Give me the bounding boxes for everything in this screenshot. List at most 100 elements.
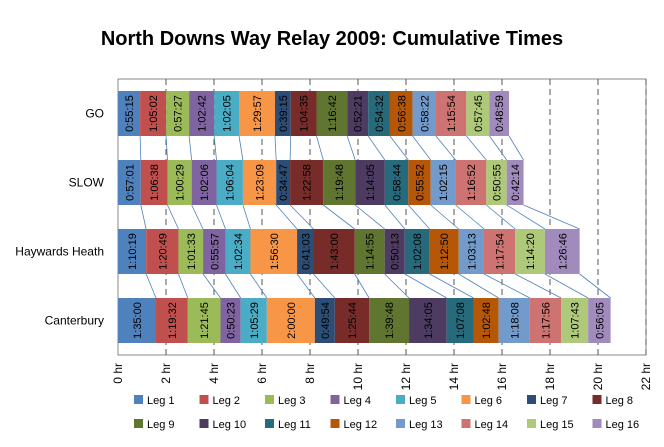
data-label: 1:16:52 (466, 164, 478, 201)
bar-go-leg-16 (489, 91, 510, 136)
legend-label: Leg 10 (213, 419, 247, 431)
data-label: 1:19:48 (334, 164, 346, 201)
data-label: 1:25:44 (347, 302, 359, 339)
x-tick-label: 16 hr (495, 363, 509, 390)
bar-haywards-heath-leg-11 (404, 229, 430, 274)
bar-go-leg-8 (290, 91, 317, 136)
legend-swatch (199, 395, 209, 404)
bar-haywards-heath-leg-8 (313, 229, 355, 274)
data-label: 1:05:02 (148, 95, 160, 132)
data-label: 1:26:46 (557, 233, 569, 270)
series-connector (544, 273, 589, 299)
bar-go-leg-2 (140, 91, 167, 136)
legend-swatch (330, 395, 340, 404)
data-label: 0:55:15 (124, 95, 136, 132)
data-label: 1:12:50 (439, 233, 451, 270)
series-connector (316, 135, 324, 161)
data-label: 1:10:19 (127, 233, 139, 270)
series-connector (483, 273, 531, 299)
bar-go-leg-13 (412, 91, 436, 136)
bar-haywards-heath-leg-14 (484, 229, 516, 274)
bar-canterbury-leg-11 (446, 298, 474, 343)
data-label: 1:02:05 (222, 95, 234, 132)
bar-go-leg-10 (347, 91, 369, 136)
bar-go-leg-12 (389, 91, 413, 136)
series-connector (384, 204, 406, 230)
data-label: 0:42:14 (510, 164, 522, 201)
data-label: 0:50:13 (390, 233, 402, 270)
series-connector (389, 135, 409, 161)
bar-haywards-heath-leg-2 (146, 229, 179, 274)
series-connector (167, 204, 179, 230)
bar-canterbury-leg-16 (588, 298, 611, 343)
legend-swatch (527, 419, 536, 428)
data-label: 1:03:13 (466, 233, 478, 270)
bar-slow-leg-3 (167, 160, 192, 205)
data-label: 1:04:35 (299, 95, 311, 132)
data-label: 1:02:06 (199, 164, 211, 201)
data-label: 1:18:08 (509, 302, 521, 339)
series-connector (346, 135, 356, 161)
data-label: 0:54:32 (374, 95, 386, 132)
data-label: 1:39:48 (384, 302, 396, 339)
bar-slow-leg-10 (355, 160, 385, 205)
data-label: 1:15:54 (446, 95, 458, 132)
data-label: 0:34:47 (278, 164, 290, 201)
bar-haywards-heath-leg-6 (250, 229, 298, 274)
series-connector (165, 135, 168, 161)
data-label: 0:56:05 (594, 302, 606, 339)
bar-haywards-heath-leg-10 (384, 229, 405, 274)
x-tick-label: 18 hr (543, 363, 557, 390)
series-connector (515, 273, 562, 299)
bar-slow-leg-14 (455, 160, 487, 205)
legend-label: Leg 9 (147, 419, 175, 431)
bar-haywards-heath-leg-5 (225, 229, 251, 274)
data-label: 0:58:44 (392, 164, 404, 201)
data-label: 0:57:45 (473, 95, 485, 132)
bar-haywards-heath-leg-3 (178, 229, 204, 274)
x-tick-label: 12 hr (399, 363, 413, 390)
bar-go-leg-15 (466, 91, 490, 136)
legend-swatch (134, 419, 143, 428)
legend-swatch (527, 395, 536, 404)
legend-swatch (461, 395, 471, 404)
bar-haywards-heath-leg-1 (118, 229, 147, 274)
data-label: 1:14:20 (525, 233, 537, 270)
data-label: 1:07:08 (455, 302, 467, 339)
data-label: 1:02:42 (197, 95, 209, 132)
data-label: 1:34:05 (423, 302, 435, 339)
data-label: 1:56:30 (269, 233, 281, 270)
data-label: 1:35:00 (132, 302, 144, 339)
series-connector (466, 135, 487, 161)
data-label: 1:22:58 (302, 164, 314, 201)
x-tick-label: 22 hr (639, 363, 653, 390)
category-label: SLOW (69, 176, 105, 190)
data-label: 2:00:00 (286, 302, 298, 339)
x-tick-label: 0 hr (111, 363, 125, 384)
legend-label: Leg 11 (278, 419, 311, 431)
bar-canterbury-leg-2 (156, 298, 188, 343)
series-connector (313, 273, 336, 299)
legend-swatch (265, 419, 274, 428)
legend-label: Leg 2 (213, 395, 241, 407)
series-connector (367, 135, 386, 161)
x-tick-label: 20 hr (591, 363, 605, 390)
series-connector (508, 135, 524, 161)
series-connector (289, 135, 292, 161)
bar-go-leg-7 (274, 91, 291, 136)
category-label: GO (85, 107, 104, 121)
data-label: 1:14:55 (365, 233, 377, 270)
data-label: 0:57:27 (173, 95, 185, 132)
series-connector (430, 204, 459, 230)
bar-canterbury-leg-6 (266, 298, 315, 343)
bar-canterbury-leg-8 (334, 298, 370, 343)
data-label: 1:43:00 (329, 233, 341, 270)
chart-title: North Downs Way Relay 2009: Cumulative T… (100, 28, 564, 50)
series-connector (384, 273, 410, 299)
bar-haywards-heath-leg-7 (297, 229, 314, 274)
x-tick-label: 8 hr (303, 363, 317, 384)
series-connector (404, 273, 447, 299)
data-label: 1:19:32 (167, 302, 179, 339)
data-label: 1:02:15 (438, 164, 450, 201)
